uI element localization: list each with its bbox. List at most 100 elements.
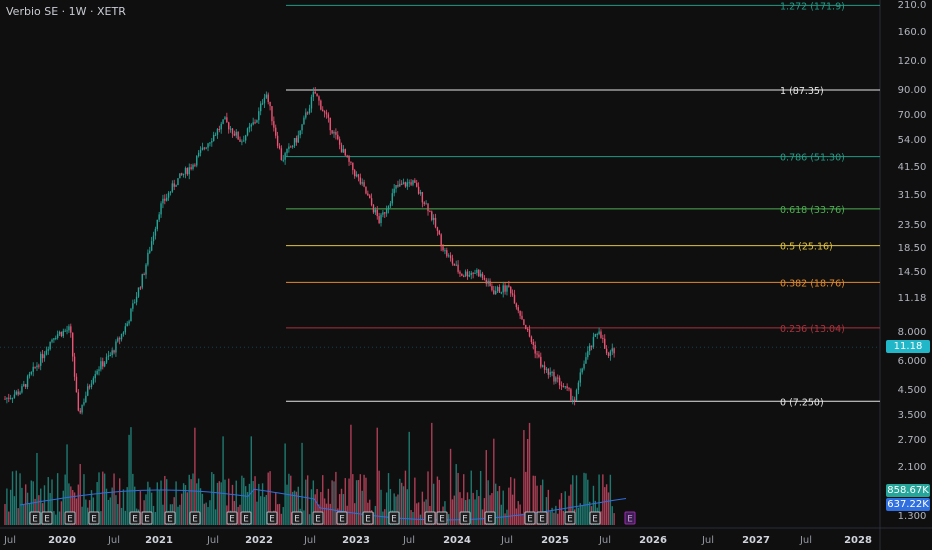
volume-bar <box>81 506 83 525</box>
earnings-marker-icon[interactable] <box>624 511 636 525</box>
volume-bar <box>284 443 286 525</box>
candle-body <box>476 269 478 273</box>
earnings-marker-icon[interactable] <box>88 511 100 525</box>
earnings-marker-icon[interactable] <box>64 511 76 525</box>
candle-body <box>369 195 371 199</box>
volume-bar <box>416 503 418 525</box>
candle-body <box>87 386 89 396</box>
earnings-marker-icon[interactable] <box>291 511 303 525</box>
candle-body <box>233 133 236 136</box>
earnings-marker-icon[interactable] <box>459 511 471 525</box>
earnings-marker-icon[interactable] <box>226 511 238 525</box>
candle-body <box>295 137 298 143</box>
earnings-marker-icon[interactable] <box>129 511 141 525</box>
volume-bar <box>333 481 335 525</box>
volume-bar <box>124 510 127 525</box>
price-axis-tick: 1.300 <box>898 511 927 522</box>
volume-bar <box>201 493 204 525</box>
earnings-marker-label: E <box>294 515 300 525</box>
candle-body <box>291 145 294 148</box>
candle-body <box>596 334 598 336</box>
volume-ma-tag: 637.22K <box>886 498 930 511</box>
earnings-marker-label: E <box>365 515 371 525</box>
volume-bar <box>11 471 14 525</box>
earnings-marker-icon[interactable] <box>29 511 41 525</box>
volume-bar <box>9 489 12 525</box>
earnings-marker-icon[interactable] <box>266 511 278 525</box>
volume-bar <box>181 493 183 525</box>
price-axis-tick: 210.0 <box>898 0 927 11</box>
price-axis-tick: 70.00 <box>898 110 927 121</box>
candle-body <box>109 355 111 357</box>
earnings-marker-icon[interactable] <box>564 511 576 525</box>
volume-bar <box>158 490 160 525</box>
candle-body <box>118 338 121 340</box>
price-axis-tick: 18.50 <box>898 243 927 254</box>
volume-bar <box>451 499 454 525</box>
earnings-marker-icon[interactable] <box>141 511 153 525</box>
volume-bar <box>402 486 405 525</box>
earnings-marker-icon[interactable] <box>424 511 436 525</box>
earnings-marker-icon[interactable] <box>484 511 496 525</box>
earnings-marker-icon[interactable] <box>362 511 374 525</box>
price-axis-tick: 6.000 <box>898 356 927 367</box>
earnings-marker-icon[interactable] <box>312 511 324 525</box>
candle-body <box>36 365 38 368</box>
volume-bar <box>184 485 187 525</box>
candle-body <box>431 211 433 220</box>
volume-bar <box>600 511 602 525</box>
price-axis-tick: 54.00 <box>898 135 927 146</box>
earnings-marker-icon[interactable] <box>524 511 536 525</box>
volume-bar <box>493 438 495 525</box>
candle-body <box>547 368 550 375</box>
time-axis-label: 2028 <box>844 535 872 546</box>
earnings-marker-icon[interactable] <box>336 511 348 525</box>
earnings-marker-icon[interactable] <box>41 511 53 525</box>
volume-bar <box>352 474 354 525</box>
candle-body <box>265 94 268 98</box>
earnings-marker-label: E <box>592 515 598 525</box>
candle-body <box>23 384 25 387</box>
candle-body <box>243 140 245 142</box>
candle-body <box>530 336 533 343</box>
candle-body <box>45 350 48 355</box>
volume-bar <box>49 493 51 525</box>
volume-bar <box>194 427 196 525</box>
candle-body <box>485 279 487 284</box>
volume-bar <box>243 477 245 525</box>
earnings-marker-icon[interactable] <box>189 511 201 525</box>
candle-body <box>400 183 403 185</box>
candle-body <box>197 152 200 157</box>
earnings-marker-icon[interactable] <box>164 511 176 525</box>
earnings-marker-icon[interactable] <box>436 511 448 525</box>
earnings-marker-icon[interactable] <box>388 511 400 525</box>
volume-bar <box>256 501 258 525</box>
volume-bar <box>572 475 574 525</box>
candle-body <box>53 338 55 340</box>
volume-bar <box>557 513 559 525</box>
volume-bar <box>459 492 461 525</box>
candle-body <box>419 192 422 194</box>
earnings-marker-label: E <box>144 515 150 525</box>
earnings-marker-label: E <box>167 515 173 525</box>
candle-body <box>47 349 49 351</box>
candle-body <box>143 274 145 276</box>
volume-bar <box>68 483 70 525</box>
candle-body <box>525 324 527 330</box>
volume-bar <box>478 496 480 525</box>
price-axis-tick: 8.000 <box>898 327 927 338</box>
earnings-marker-icon[interactable] <box>240 511 252 525</box>
earnings-marker-icon[interactable] <box>536 511 548 525</box>
volume-bar <box>297 486 299 525</box>
candle-body <box>365 186 367 194</box>
earnings-marker-icon[interactable] <box>589 511 601 525</box>
volume-bar <box>342 494 345 525</box>
volume-bar <box>19 473 21 525</box>
candle-body <box>71 332 74 357</box>
candle-body <box>145 264 147 275</box>
candle-body <box>370 198 373 205</box>
volume-bar <box>378 470 380 525</box>
earnings-marker-label: E <box>391 515 397 525</box>
candle-body <box>24 384 27 387</box>
